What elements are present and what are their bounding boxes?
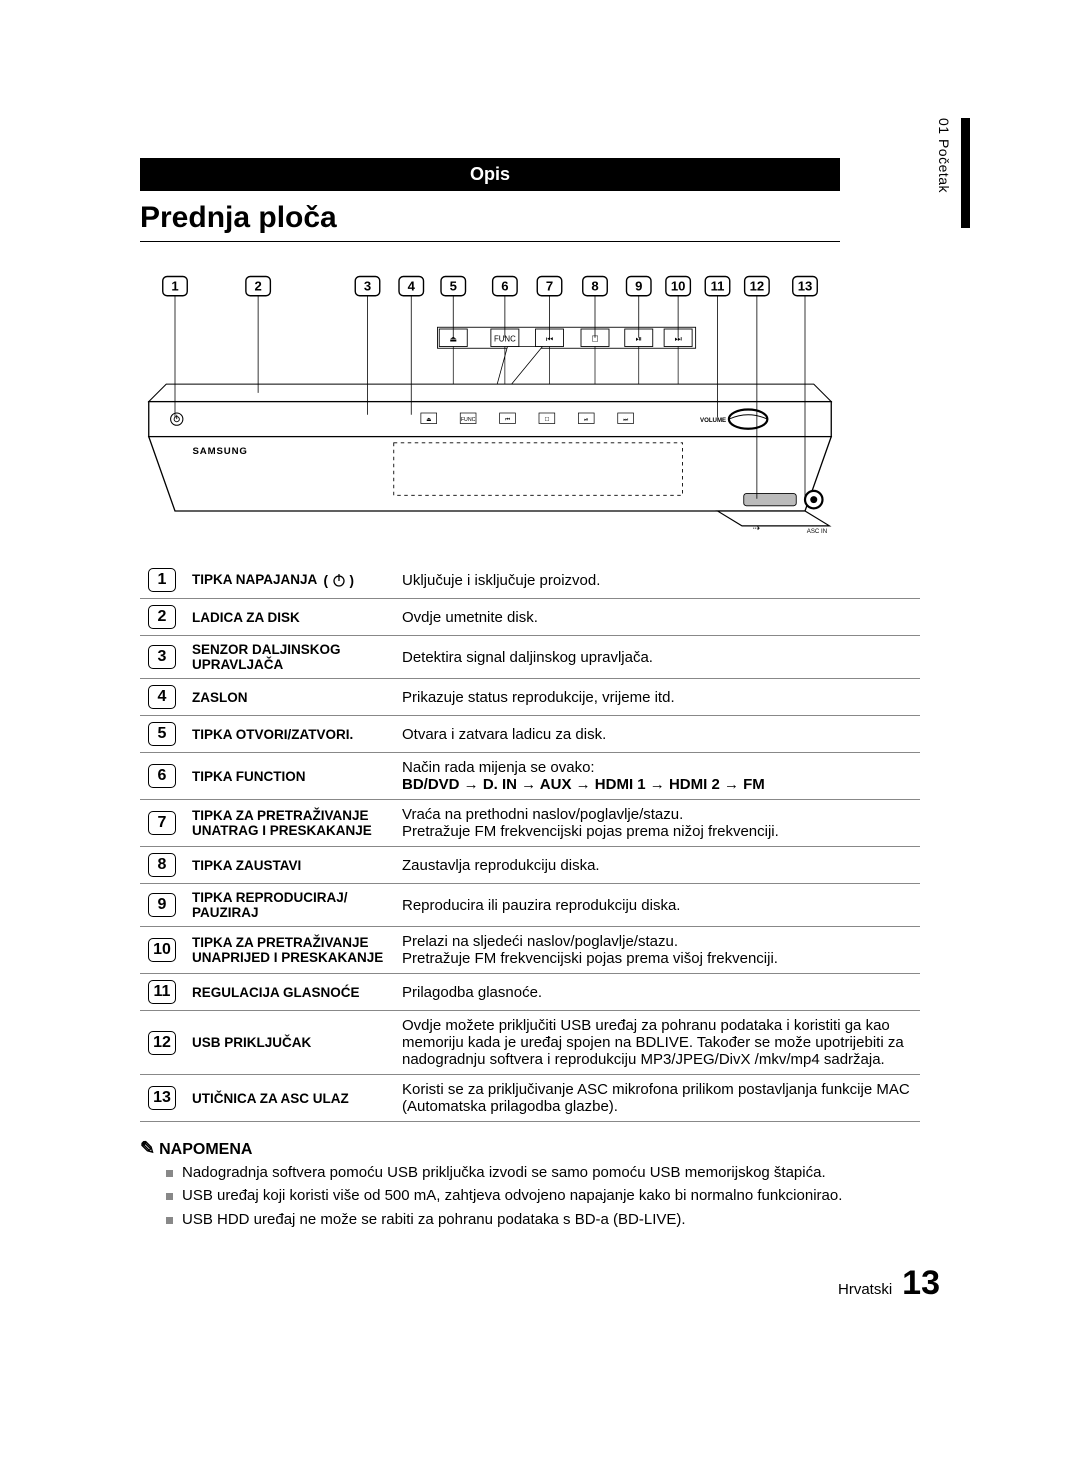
row-number: 11 [148, 980, 176, 1004]
table-row: 1 TIPKA NAPAJANJA ( )Uključuje i isključu… [140, 562, 920, 599]
row-number: 7 [148, 811, 176, 835]
row-name: TIPKA REPRODUCIRAJ/ PAUZIRAJ [184, 884, 394, 927]
row-name: ZASLON [184, 679, 394, 716]
note-title: ✎NAPOMENA [140, 1138, 920, 1159]
note-item: USB HDD uređaj ne može se rabiti za pohr… [166, 1210, 920, 1230]
row-number: 13 [148, 1086, 176, 1110]
description-table: 1 TIPKA NAPAJANJA ( )Uključuje i isključu… [140, 562, 920, 1122]
callout-label-7: 7 [546, 279, 553, 294]
section-band: Opis [140, 158, 840, 191]
table-row: 12 USB PRIKLJUČAKOvdje možete priključiti… [140, 1011, 920, 1075]
row-number: 5 [148, 722, 176, 746]
svg-text:FUNC: FUNC [461, 417, 476, 423]
callout-label-10: 10 [671, 279, 686, 294]
callout-label-13: 13 [798, 279, 813, 294]
row-number: 3 [148, 645, 176, 669]
note-list: Nadogradnja softvera pomoću USB priključ… [166, 1163, 920, 1230]
table-row: 11 REGULACIJA GLASNOĆEPrilagodba glasnoće… [140, 974, 920, 1011]
row-name: USB PRIKLJUČAK [184, 1011, 394, 1075]
svg-text:⏏: ⏏ [426, 417, 431, 423]
row-desc: Koristi se za priključivanje ASC mikrofo… [394, 1075, 920, 1122]
row-number: 12 [148, 1031, 176, 1055]
note-item: Nadogradnja softvera pomoću USB priključ… [166, 1163, 920, 1183]
row-desc: Ovdje možete priključiti USB uređaj za p… [394, 1011, 920, 1075]
row-name: TIPKA OTVORI/ZATVORI. [184, 716, 394, 753]
table-row: 13 UTIČNICA ZA ASC ULAZKoristi se za prik… [140, 1075, 920, 1122]
table-row: 5 TIPKA OTVORI/ZATVORI.Otvara i zatvara l… [140, 716, 920, 753]
row-desc: Otvara i zatvara ladicu za disk. [394, 716, 920, 753]
row-desc: Način rada mijenja se ovako:BD/DVD → D. … [394, 753, 920, 800]
page-content: Opis Prednja ploča 12345678910111213 ⏏FU… [140, 158, 940, 1233]
svg-text:⇢: ⇢ [753, 523, 761, 533]
row-number: 1 [148, 568, 176, 592]
note-item: USB uređaj koji koristi više od 500 mA, … [166, 1186, 920, 1206]
callout-label-4: 4 [408, 279, 416, 294]
callout-label-2: 2 [254, 279, 261, 294]
callout-label-11: 11 [711, 279, 725, 294]
row-desc: Prelazi na sljedeći naslov/poglavlje/sta… [394, 927, 920, 974]
callout-label-8: 8 [591, 279, 598, 294]
row-name: TIPKA FUNCTION [184, 753, 394, 800]
table-row: 6 TIPKA FUNCTIONNačin rada mijenja se ova… [140, 753, 920, 800]
row-name: REGULACIJA GLASNOĆE [184, 974, 394, 1011]
note-block: ✎NAPOMENA Nadogradnja softvera pomoću US… [140, 1138, 920, 1230]
row-desc: Prikazuje status reprodukcije, vrijeme i… [394, 679, 920, 716]
asc-label: ASC IN [807, 528, 827, 535]
callout-label-9: 9 [635, 279, 642, 294]
table-row: 2 LADICA ZA DISKOvdje umetnite disk. [140, 599, 920, 636]
svg-text:☐: ☐ [545, 417, 550, 423]
svg-text:⏯: ⏯ [584, 417, 588, 423]
row-desc: Prilagodba glasnoće. [394, 974, 920, 1011]
row-number: 9 [148, 893, 176, 917]
page-footer: Hrvatski 13 [160, 1264, 940, 1303]
row-name: TIPKA ZAUSTAVI [184, 847, 394, 884]
table-row: 10 TIPKA ZA PRETRAŽIVANJE UNAPRIJED I PRE… [140, 927, 920, 974]
table-row: 3 SENZOR DALJINSKOG UPRAVLJAČADetektira s… [140, 636, 920, 679]
table-row: 8 TIPKA ZAUSTAVIZaustavlja reprodukciju d… [140, 847, 920, 884]
row-name: UTIČNICA ZA ASC ULAZ [184, 1075, 394, 1122]
row-desc: Detektira signal daljinskog upravljača. [394, 636, 920, 679]
row-number: 10 [148, 938, 176, 962]
callout-label-3: 3 [364, 279, 371, 294]
front-panel-diagram: 12345678910111213 ⏏FUNC⏮☐⏯⏭ ASC IN ⇢ [140, 256, 840, 556]
row-desc: Zaustavlja reprodukciju diska. [394, 847, 920, 884]
svg-text:⏭: ⏭ [623, 417, 628, 423]
note-icon: ✎ [140, 1138, 155, 1158]
row-number: 4 [148, 685, 176, 709]
svg-text:⏮: ⏮ [505, 417, 510, 423]
footer-lang: Hrvatski [838, 1281, 892, 1298]
row-number: 8 [148, 853, 176, 877]
row-desc: Vraća na prethodni naslov/poglavlje/staz… [394, 800, 920, 847]
row-name: SENZOR DALJINSKOG UPRAVLJAČA [184, 636, 394, 679]
row-desc: Ovdje umetnite disk. [394, 599, 920, 636]
row-desc: Reproducira ili pauzira reprodukciju dis… [394, 884, 920, 927]
table-row: 7 TIPKA ZA PRETRAŽIVANJE UNATRAG I PRESKA… [140, 800, 920, 847]
volume-label: VOLUME [700, 417, 726, 424]
row-name: TIPKA ZA PRETRAŽIVANJE UNATRAG I PRESKAK… [184, 800, 394, 847]
row-name: TIPKA ZA PRETRAŽIVANJE UNAPRIJED I PRESK… [184, 927, 394, 974]
row-name: TIPKA NAPAJANJA ( ) [184, 562, 394, 599]
callout-label-5: 5 [450, 279, 457, 294]
table-row: 4 ZASLONPrikazuje status reprodukcije, vr… [140, 679, 920, 716]
row-number: 6 [148, 764, 176, 788]
callout-label-12: 12 [750, 279, 765, 294]
row-desc: Uključuje i isključuje proizvod. [394, 562, 920, 599]
callout-label-1: 1 [171, 279, 178, 294]
row-number: 2 [148, 605, 176, 629]
table-row: 9 TIPKA REPRODUCIRAJ/ PAUZIRAJReproducira… [140, 884, 920, 927]
row-name: LADICA ZA DISK [184, 599, 394, 636]
page-side-bar [961, 118, 970, 228]
power-icon: ( ) [324, 573, 355, 588]
section-title: Prednja ploča [140, 201, 840, 242]
callout-label-6: 6 [501, 279, 508, 294]
footer-page-number: 13 [902, 1264, 940, 1303]
brand-label: SAMSUNG [193, 446, 248, 457]
